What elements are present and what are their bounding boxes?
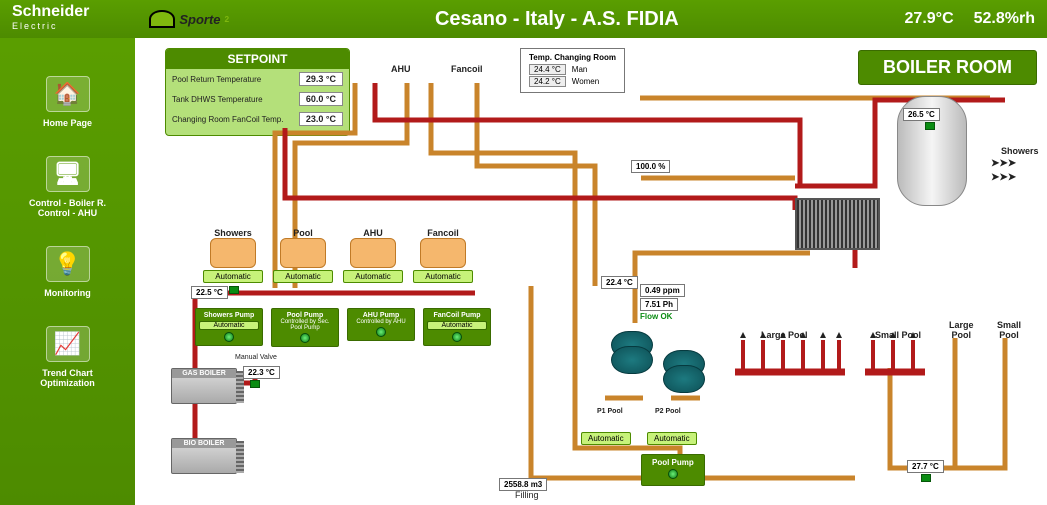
- topbar: SchneiderElectric Sporte2 Cesano - Italy…: [0, 0, 1047, 38]
- pump-showers: Showers PumpAutomatic: [195, 308, 263, 346]
- mode-button[interactable]: Automatic: [199, 321, 259, 330]
- showers-out-label: Showers: [1001, 146, 1039, 156]
- page-label: BOILER ROOM: [858, 50, 1037, 85]
- home-icon: 🏠: [46, 76, 90, 112]
- burner-icon: [210, 238, 256, 268]
- ph-reading: 7.51 Ph: [640, 298, 678, 311]
- burner-icon: [280, 238, 326, 268]
- pool-pump-panel: Pool Pump: [641, 454, 705, 486]
- mode-button[interactable]: Automatic: [273, 270, 333, 283]
- burner-icon: [350, 238, 396, 268]
- burner-pool: Pool Automatic: [273, 228, 333, 283]
- tank-temp: 26.5 °C: [903, 108, 940, 121]
- pump-indicator: [668, 469, 678, 479]
- sidebar-item-monitoring[interactable]: 💡Monitoring: [12, 246, 123, 298]
- pump-pool: Pool PumpControlled by Sec. Pool Pump: [271, 308, 339, 347]
- page-title: Cesano - Italy - A.S. FIDIA: [229, 8, 884, 31]
- flow-status: Flow OK: [640, 312, 672, 321]
- mode-button[interactable]: Automatic: [343, 270, 403, 283]
- pump-fancoil: FanCoil PumpAutomatic: [423, 308, 491, 346]
- burner-showers: Showers Automatic: [203, 228, 263, 283]
- pump-indicator: [224, 332, 234, 342]
- gas-boiler[interactable]: GAS BOILER: [171, 368, 237, 404]
- control-icon: 🖥: [46, 156, 90, 192]
- status-indicator: [250, 380, 260, 388]
- small-pool2-label: Small Pool: [997, 320, 1021, 340]
- burner-fancoil: Fancoil Automatic: [413, 228, 473, 283]
- chart-icon: 📈: [46, 326, 90, 362]
- setpoint-title: SETPOINT: [166, 49, 349, 69]
- bulb-icon: 💡: [46, 246, 90, 282]
- p1-label: P1 Pool: [597, 408, 623, 415]
- ppm-reading: 0.49 ppm: [640, 284, 685, 297]
- pump-indicator: [376, 327, 386, 337]
- partner-logo: Sporte2: [149, 10, 229, 28]
- setpoint-panel: SETPOINT Pool Return Temperature29.3 °C …: [165, 48, 350, 136]
- burner-ahu: AHU Automatic: [343, 228, 403, 283]
- temp-man: 24.4 °C: [529, 64, 566, 75]
- setpoint-input[interactable]: 23.0 °C: [299, 112, 343, 126]
- status-indicator: [925, 122, 935, 130]
- temp-changing-room: Temp. Changing Room 24.4 °CMan 24.2 °CWo…: [520, 48, 625, 93]
- filter-1b: [611, 346, 653, 374]
- setpoint-input[interactable]: 60.0 °C: [299, 92, 343, 106]
- flow-arrows: ➤➤➤: [991, 158, 1016, 169]
- status-indicator: [229, 286, 239, 294]
- p2-mode-button[interactable]: Automatic: [647, 432, 697, 445]
- sidebar-item-control[interactable]: 🖥Control - Boiler R. Control - AHU: [12, 156, 123, 218]
- filter-2b: [663, 365, 705, 393]
- fill-label: Filling: [515, 490, 539, 500]
- temp-reading: 22.4 °C: [601, 276, 638, 289]
- pump-ahu: AHU PumpControlled by AHU: [347, 308, 415, 341]
- setpoint-row: Tank DHWS Temperature60.0 °C: [166, 89, 349, 109]
- pump-indicator: [300, 333, 310, 343]
- large-pool2-label: Large Pool: [949, 320, 974, 340]
- bio-boiler[interactable]: BIO BOILER: [171, 438, 237, 474]
- ambient-rh: 52.8%rh: [974, 10, 1035, 28]
- temp-reading: 22.3 °C: [243, 366, 280, 379]
- small-pool-label: Small Pool: [875, 330, 921, 340]
- ambient-temp: 27.9°C: [905, 10, 954, 28]
- status-indicator: [921, 474, 931, 482]
- setpoint-input[interactable]: 29.3 °C: [299, 72, 343, 86]
- mode-button[interactable]: Automatic: [203, 270, 263, 283]
- burner-icon: [420, 238, 466, 268]
- brand-logo: SchneiderElectric: [12, 5, 89, 33]
- temp-reading: 22.5 °C: [191, 286, 228, 299]
- setpoint-row: Changing Room FanCoil Temp.23.0 °C: [166, 109, 349, 129]
- diagram-canvas: SETPOINT Pool Return Temperature29.3 °C …: [135, 38, 1047, 505]
- fancoil-label: Fancoil: [451, 64, 483, 74]
- p1-mode-button[interactable]: Automatic: [581, 432, 631, 445]
- mode-button[interactable]: Automatic: [427, 321, 487, 330]
- mode-button[interactable]: Automatic: [413, 270, 473, 283]
- ahu-label: AHU: [391, 64, 411, 74]
- manual-valve-label: Manual Valve: [235, 354, 277, 361]
- flow-arrows: ➤➤➤: [991, 172, 1016, 183]
- valve-position: 100.0 %: [631, 160, 670, 173]
- setpoint-row: Pool Return Temperature29.3 °C: [166, 69, 349, 89]
- sidebar-item-trend[interactable]: 📈Trend Chart Optimization: [12, 326, 123, 388]
- temp-women: 24.2 °C: [529, 76, 566, 87]
- sporte-icon: [149, 10, 175, 28]
- sidebar: 🏠Home Page 🖥Control - Boiler R. Control …: [0, 38, 135, 505]
- p2-label: P2 Pool: [655, 408, 681, 415]
- heat-exchanger: [795, 180, 880, 270]
- pump-indicator: [452, 332, 462, 342]
- sidebar-item-home[interactable]: 🏠Home Page: [12, 76, 123, 128]
- temp-reading: 27.7 °C: [907, 460, 944, 473]
- large-pool-label: Large Pool: [761, 330, 808, 340]
